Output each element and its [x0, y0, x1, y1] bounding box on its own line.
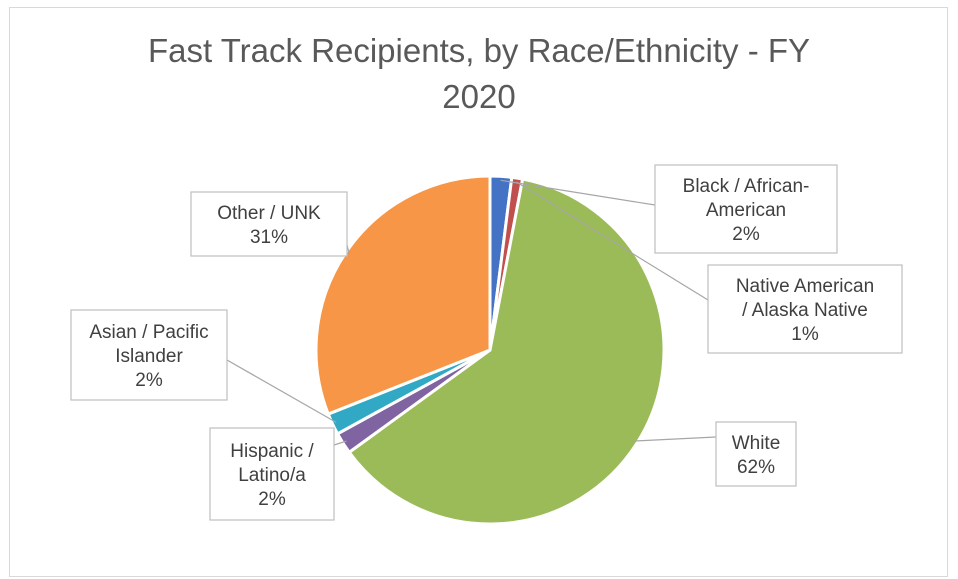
data-label-box — [190, 191, 348, 257]
data-label: White 62% — [715, 421, 797, 487]
chart-title-line-1: Fast Track Recipients, by Race/Ethnicity… — [147, 32, 811, 69]
data-label-box — [209, 427, 335, 521]
leader-line — [516, 181, 709, 301]
data-label-text: Hispanic / — [230, 441, 314, 462]
data-label-text: Asian / Pacific — [89, 322, 208, 343]
leader-line — [226, 359, 337, 423]
chart-title-line-2: 2020 — [442, 78, 516, 115]
data-label-text: 1% — [791, 324, 819, 345]
data-label-text: Latino/a — [238, 465, 306, 486]
data-label-text: Other / UNK — [217, 203, 321, 224]
data-label-text: 2% — [258, 489, 286, 510]
data-label-text: White — [732, 433, 781, 454]
data-label: Black / African- American 2% — [654, 164, 838, 254]
leader-line — [500, 179, 656, 206]
data-label-text: 31% — [250, 227, 288, 248]
data-label-text: American — [706, 200, 786, 221]
data-label-text: 62% — [737, 457, 775, 478]
data-label-text: Islander — [115, 346, 183, 367]
leader-line — [633, 436, 717, 442]
leader-line — [333, 440, 347, 446]
data-label-text: 2% — [135, 370, 163, 391]
data-label-text: 2% — [732, 224, 760, 245]
data-label: Hispanic / Latino/a 2% — [209, 427, 335, 521]
data-label-box — [707, 264, 903, 354]
data-label-box — [654, 164, 838, 254]
data-label-box — [715, 421, 797, 487]
chart-title: Fast Track Recipients, by Race/Ethnicity… — [0, 28, 958, 120]
data-label-box — [70, 309, 228, 401]
data-label-text: Black / African- — [683, 176, 810, 197]
pie-slice-white — [347, 177, 666, 526]
data-label: Asian / Pacific Islander 2% — [70, 309, 228, 401]
data-label-text: Native American — [736, 276, 874, 297]
data-label-text: / Alaska Native — [742, 300, 868, 321]
data-label: Other / UNK 31% — [190, 191, 348, 257]
data-label: Native American / Alaska Native 1% — [707, 264, 903, 354]
